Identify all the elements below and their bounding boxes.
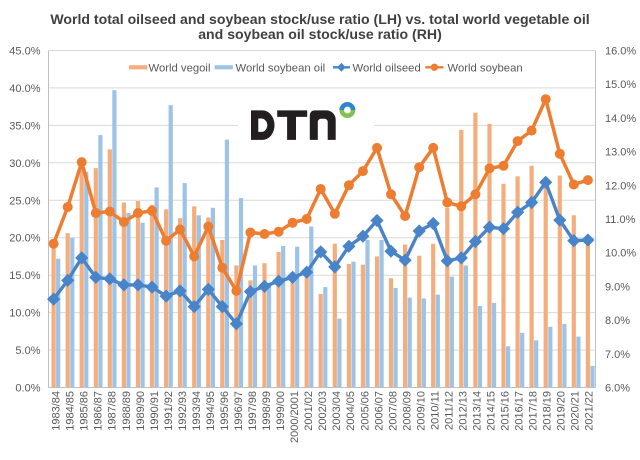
svg-text:8.0%: 8.0% bbox=[605, 315, 630, 327]
svg-text:16.0%: 16.0% bbox=[605, 46, 636, 58]
svg-text:0.0%: 0.0% bbox=[15, 383, 40, 395]
svg-text:6.0%: 6.0% bbox=[605, 383, 630, 395]
svg-text:1999/00: 1999/00 bbox=[275, 391, 287, 431]
svg-text:1984/85: 1984/85 bbox=[65, 391, 77, 431]
svg-text:2014/15: 2014/15 bbox=[486, 391, 498, 431]
svg-text:2021/22: 2021/22 bbox=[584, 391, 596, 431]
svg-text:1996/97: 1996/97 bbox=[233, 391, 245, 431]
svg-text:1985/86: 1985/86 bbox=[79, 391, 91, 431]
svg-text:15.0%: 15.0% bbox=[9, 270, 40, 282]
svg-text:1987/88: 1987/88 bbox=[107, 391, 119, 431]
svg-text:1995/96: 1995/96 bbox=[219, 391, 231, 431]
svg-text:1992/93: 1992/93 bbox=[177, 391, 189, 431]
svg-text:2005/06: 2005/06 bbox=[359, 391, 371, 431]
svg-text:15.0%: 15.0% bbox=[605, 79, 636, 91]
svg-text:1991/92: 1991/92 bbox=[163, 391, 175, 431]
svg-text:1986/87: 1986/87 bbox=[93, 391, 105, 431]
svg-text:2017/18: 2017/18 bbox=[528, 391, 540, 431]
svg-text:12.0%: 12.0% bbox=[605, 180, 636, 192]
svg-text:13.0%: 13.0% bbox=[605, 147, 636, 159]
svg-text:World soybean: World soybean bbox=[448, 62, 523, 74]
svg-text:9.0%: 9.0% bbox=[605, 281, 630, 293]
svg-text:1994/95: 1994/95 bbox=[205, 391, 217, 431]
svg-text:World oilseed: World oilseed bbox=[353, 62, 421, 74]
svg-text:2019/20: 2019/20 bbox=[556, 391, 568, 431]
svg-text:World total oilseed and soybea: World total oilseed and soybean stock/us… bbox=[50, 11, 589, 27]
svg-text:35.0%: 35.0% bbox=[9, 120, 40, 132]
svg-text:2020/21: 2020/21 bbox=[570, 391, 582, 431]
svg-text:2000/2001: 2000/2001 bbox=[289, 391, 301, 443]
svg-text:1988/89: 1988/89 bbox=[121, 391, 133, 431]
svg-text:World vegoil: World vegoil bbox=[149, 62, 211, 74]
svg-text:10.0%: 10.0% bbox=[605, 248, 636, 260]
svg-text:2003/04: 2003/04 bbox=[331, 391, 343, 431]
svg-text:10.0%: 10.0% bbox=[9, 308, 40, 320]
svg-text:2011/12: 2011/12 bbox=[443, 391, 455, 430]
svg-text:7.0%: 7.0% bbox=[605, 349, 630, 361]
svg-text:1989/90: 1989/90 bbox=[135, 391, 147, 431]
svg-text:1990/91: 1990/91 bbox=[149, 391, 161, 431]
svg-text:1983/84: 1983/84 bbox=[51, 391, 63, 431]
svg-text:2006/07: 2006/07 bbox=[373, 391, 385, 431]
svg-text:25.0%: 25.0% bbox=[9, 195, 40, 207]
svg-text:14.0%: 14.0% bbox=[605, 113, 636, 125]
svg-text:45.0%: 45.0% bbox=[9, 46, 40, 58]
svg-text:2002/03: 2002/03 bbox=[317, 391, 329, 431]
svg-text:20.0%: 20.0% bbox=[9, 233, 40, 245]
svg-text:2012/13: 2012/13 bbox=[458, 391, 470, 431]
svg-text:40.0%: 40.0% bbox=[9, 83, 40, 95]
svg-text:1993/94: 1993/94 bbox=[191, 391, 203, 431]
svg-text:30.0%: 30.0% bbox=[9, 158, 40, 170]
svg-text:and soybean oil stock/use rati: and soybean oil stock/use ratio (RH) bbox=[198, 26, 442, 42]
svg-text:World soybean oil: World soybean oil bbox=[236, 62, 326, 74]
svg-text:1997/98: 1997/98 bbox=[247, 391, 259, 431]
svg-text:2009/10: 2009/10 bbox=[415, 391, 427, 431]
svg-text:2010/11: 2010/11 bbox=[429, 391, 441, 430]
svg-text:11.0%: 11.0% bbox=[605, 214, 636, 226]
svg-text:2018/19: 2018/19 bbox=[542, 391, 554, 431]
svg-text:5.0%: 5.0% bbox=[15, 345, 40, 357]
svg-text:2008/09: 2008/09 bbox=[401, 391, 413, 431]
svg-text:2007/08: 2007/08 bbox=[387, 391, 399, 431]
svg-text:2001/02: 2001/02 bbox=[303, 391, 315, 431]
svg-text:2016/17: 2016/17 bbox=[514, 391, 526, 431]
svg-text:1998/99: 1998/99 bbox=[261, 391, 273, 431]
svg-text:2004/05: 2004/05 bbox=[345, 391, 357, 431]
svg-text:2015/16: 2015/16 bbox=[500, 391, 512, 431]
svg-text:2013/14: 2013/14 bbox=[472, 391, 484, 431]
